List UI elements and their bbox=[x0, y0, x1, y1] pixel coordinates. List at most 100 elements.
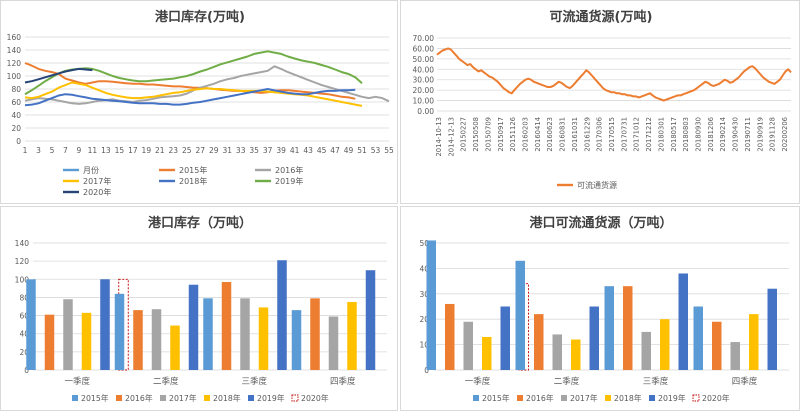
legend-label: 2019年 bbox=[257, 393, 285, 403]
x-tick-label: 20171212 bbox=[645, 117, 653, 152]
x-tick-label: 20190711 bbox=[744, 117, 752, 152]
bar-2019年-一季度 bbox=[100, 279, 110, 370]
y-tick-label: 40 bbox=[19, 330, 29, 339]
x-tick-label: 20160831 bbox=[559, 117, 567, 152]
x-tick-label: 20171012 bbox=[633, 117, 641, 152]
x-tick-label: 45 bbox=[317, 146, 327, 155]
y-tick-label: 160 bbox=[7, 33, 22, 42]
bar-2015年-二季度 bbox=[515, 260, 525, 370]
y-tick-label: 40 bbox=[11, 111, 21, 120]
legend-swatch bbox=[561, 395, 567, 401]
x-tick-label: 55 bbox=[384, 146, 394, 155]
legend-label: 2016年 bbox=[275, 165, 303, 175]
legend-swatch bbox=[72, 395, 78, 401]
x-tick-label: 20150917 bbox=[497, 117, 505, 152]
y-tick-label: 60.00 bbox=[413, 44, 435, 53]
series-line-2018年 bbox=[24, 88, 356, 107]
legend-label: 2015年 bbox=[482, 393, 510, 403]
x-category-label: 四季度 bbox=[330, 376, 356, 387]
x-tick-label: 31 bbox=[222, 146, 232, 155]
x-tick-label: 49 bbox=[344, 146, 354, 155]
x-tick-label: 2014-12-13 bbox=[447, 117, 455, 157]
y-tick-label: 100 bbox=[7, 72, 22, 81]
x-tick-label: 25 bbox=[182, 146, 192, 155]
legend-swatch bbox=[473, 395, 479, 401]
x-tick-label: 23 bbox=[169, 146, 179, 155]
x-tick-label: 27 bbox=[195, 146, 205, 155]
x-tick-label: 33 bbox=[236, 146, 246, 155]
bar-2018年-二季度 bbox=[571, 339, 581, 370]
x-tick-label: 20181206 bbox=[707, 117, 715, 152]
chart-title: 港口库存(万吨) bbox=[155, 9, 245, 25]
y-tick-label: 120 bbox=[7, 59, 22, 68]
y-tick-label: 70.00 bbox=[413, 34, 435, 43]
legend-label: 2015年 bbox=[81, 393, 109, 403]
x-tick-label: 35 bbox=[249, 146, 259, 155]
x-tick-label: 37 bbox=[263, 146, 273, 155]
legend-label: 2018年 bbox=[614, 393, 642, 403]
bar-2018年-四季度 bbox=[347, 301, 357, 370]
x-tick-label: 20170306 bbox=[596, 117, 604, 152]
bar-2017年-四季度 bbox=[730, 342, 740, 370]
series-line-2016年 bbox=[24, 65, 390, 105]
bar-2019年-四季度 bbox=[767, 288, 777, 370]
legend-label: 2020年 bbox=[702, 393, 730, 403]
bar-2019年-二季度 bbox=[589, 306, 599, 370]
x-tick-label: 20190919 bbox=[756, 117, 764, 152]
bar-2016年-四季度 bbox=[712, 321, 722, 370]
legend-swatch bbox=[605, 395, 611, 401]
bar-2018年-三季度 bbox=[258, 307, 269, 370]
legend-swatch bbox=[204, 395, 210, 401]
legend-label: 2017年 bbox=[83, 176, 111, 186]
y-tick-label: 80 bbox=[11, 85, 21, 94]
x-category-label: 一季度 bbox=[465, 376, 491, 387]
y-tick-label: 0 bbox=[424, 366, 429, 375]
bar-2016年-四季度 bbox=[310, 298, 320, 370]
series-line-2015年 bbox=[24, 62, 356, 100]
y-tick-label: 140 bbox=[15, 239, 30, 248]
x-tick-label: 3 bbox=[36, 146, 41, 155]
x-tick-label: 20170731 bbox=[620, 117, 628, 152]
y-tick-label: 0 bbox=[16, 137, 21, 146]
legend-swatch bbox=[116, 395, 122, 401]
x-tick-label: 20200206 bbox=[781, 117, 789, 152]
y-tick-label: 100 bbox=[15, 275, 30, 284]
x-tick-label: 21 bbox=[155, 146, 165, 155]
x-tick-label: 20180803 bbox=[682, 117, 690, 152]
bar-2019年-一季度 bbox=[500, 306, 510, 370]
bar-2015年-一季度 bbox=[426, 240, 436, 370]
x-tick-label: 13 bbox=[101, 146, 111, 155]
chart-quarterly-supply: 港口可流通货源（万吨） 0 10 20 30 40 50 一季度 二季度 三季度 四季度 2015年 2… bbox=[419, 215, 789, 403]
legend-swatch bbox=[649, 395, 655, 401]
x-category-label: 三季度 bbox=[643, 376, 669, 387]
y-tick-label: 0 bbox=[24, 366, 29, 375]
y-tick-label: 20 bbox=[419, 315, 429, 324]
x-category-label: 一季度 bbox=[64, 376, 90, 387]
y-tick-label: 10.00 bbox=[413, 97, 435, 106]
legend-label: 可流通货源 bbox=[577, 180, 617, 190]
bar-2015年-三季度 bbox=[203, 298, 213, 370]
x-tick-label: 5 bbox=[50, 146, 55, 155]
x-tick-label: 20160623 bbox=[546, 117, 554, 152]
bar-2019年-三季度 bbox=[678, 273, 688, 370]
legend-swatch bbox=[692, 394, 700, 402]
x-tick-label: 7 bbox=[63, 146, 68, 155]
y-tick-label: 0.00 bbox=[417, 107, 434, 116]
legend-swatch bbox=[291, 394, 299, 402]
bar-2018年-四季度 bbox=[749, 314, 759, 370]
x-category-label: 四季度 bbox=[732, 376, 758, 387]
x-tick-label: 19 bbox=[142, 146, 152, 155]
legend-label: 2019年 bbox=[275, 176, 303, 186]
series-line-2017年 bbox=[24, 81, 363, 107]
series-line-supply bbox=[436, 47, 792, 102]
x-tick-label: 20150709 bbox=[484, 117, 492, 152]
x-tick-label: 20150227 bbox=[460, 117, 468, 152]
bar-2017年-四季度 bbox=[328, 316, 339, 370]
y-tick-label: 80 bbox=[19, 293, 29, 302]
bar-2015年-三季度 bbox=[604, 286, 614, 370]
x-tick-label: 20151126 bbox=[509, 117, 517, 152]
legend-label: 月份 bbox=[83, 165, 99, 175]
x-category-label: 三季度 bbox=[241, 376, 267, 387]
